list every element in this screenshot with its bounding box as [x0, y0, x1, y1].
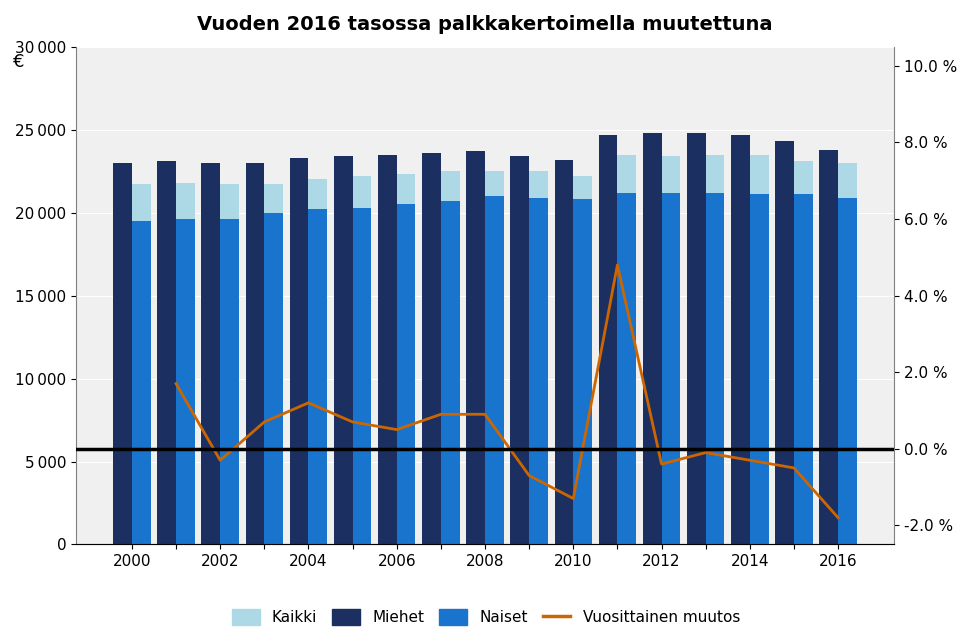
Bar	[731, 135, 749, 544]
Bar	[441, 201, 460, 544]
Bar	[290, 179, 328, 544]
Bar	[333, 156, 353, 544]
Bar	[776, 161, 813, 544]
Title: Vuoden 2016 tasossa palkkakertoimella muutettuna: Vuoden 2016 tasossa palkkakertoimella mu…	[197, 15, 773, 34]
Y-axis label: €: €	[13, 53, 24, 71]
Bar	[819, 150, 838, 544]
Bar	[201, 163, 221, 544]
Bar	[687, 155, 724, 544]
Bar	[485, 196, 503, 544]
Bar	[333, 176, 371, 544]
Bar	[157, 183, 194, 544]
Bar	[221, 220, 239, 544]
Bar	[353, 207, 371, 544]
Bar	[838, 198, 857, 544]
Bar	[132, 221, 151, 544]
Bar	[264, 213, 283, 544]
Bar	[554, 159, 573, 544]
Bar	[662, 193, 680, 544]
Bar	[599, 135, 617, 544]
Bar	[246, 163, 264, 544]
Bar	[378, 175, 415, 544]
Legend: Kaikki, Miehet, Naiset, Vuosittainen muutos: Kaikki, Miehet, Naiset, Vuosittainen muu…	[226, 603, 746, 631]
Bar	[422, 153, 441, 544]
Bar	[113, 163, 132, 544]
Bar	[731, 155, 769, 544]
Bar	[599, 155, 636, 544]
Bar	[246, 184, 283, 544]
Bar	[176, 220, 194, 544]
Bar	[573, 199, 592, 544]
Bar	[749, 195, 769, 544]
Bar	[467, 152, 485, 544]
Bar	[776, 141, 794, 544]
Bar	[554, 176, 592, 544]
Bar	[378, 155, 397, 544]
Bar	[529, 198, 548, 544]
Bar	[308, 209, 328, 544]
Bar	[794, 195, 813, 544]
Bar	[617, 193, 636, 544]
Bar	[687, 133, 706, 544]
Bar	[706, 193, 724, 544]
Bar	[819, 163, 857, 544]
Bar	[467, 171, 503, 544]
Bar	[397, 204, 415, 544]
Bar	[510, 171, 548, 544]
Bar	[157, 161, 176, 544]
Bar	[422, 171, 460, 544]
Bar	[642, 156, 680, 544]
Bar	[642, 133, 662, 544]
Bar	[510, 156, 529, 544]
Bar	[113, 184, 151, 544]
Bar	[290, 158, 308, 544]
Bar	[201, 184, 239, 544]
